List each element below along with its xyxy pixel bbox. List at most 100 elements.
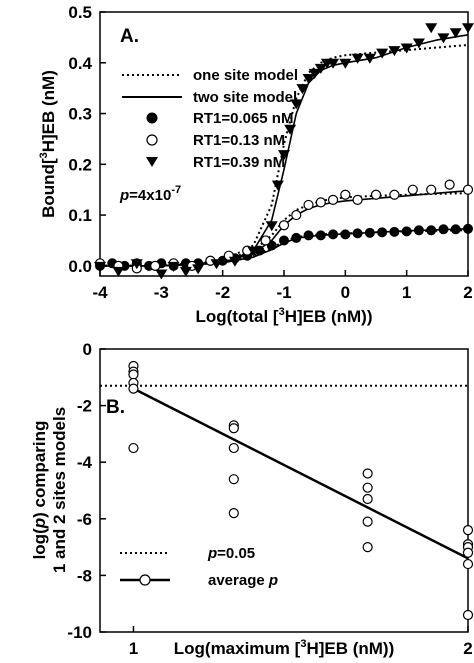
annotation-p-value: =4x10 <box>129 187 171 204</box>
b-point-log-p <box>128 442 139 454</box>
legend-rt1-039-marker <box>146 157 158 167</box>
legend-rt1-013-label: RT1=0.13 nM <box>193 132 285 149</box>
a-point-rt1-0-39-nm <box>449 28 462 39</box>
b-y-tick-label: -10 <box>67 623 92 642</box>
a-point-rt1-0-065-nm <box>426 225 437 236</box>
legend-avg-p: p <box>268 572 278 589</box>
a-point-rt1-0-13-nm <box>426 184 437 195</box>
panel-b-x-axis-label: Log(maximum [3H]EB (nM)) <box>174 638 395 658</box>
a-point-rt1-0-39-nm <box>308 68 321 79</box>
a-point-rt1-0-13-nm <box>340 189 351 200</box>
a-point-rt1-0-39-nm <box>351 53 364 64</box>
a-point-rt1-0-065-nm <box>315 230 326 241</box>
panel-a-ticks: -4 -3 -2 -1 0 1 2 0.0 0.1 0.2 0.3 0.4 0.5 <box>68 3 472 302</box>
b-y-tick-label: -6 <box>77 510 92 529</box>
a-point-rt1-0-39-nm <box>112 266 125 277</box>
a-point-rt1-0-065-nm <box>401 226 412 237</box>
a-point-rt1-0-13-nm <box>407 184 418 195</box>
a-point-rt1-0-39-nm <box>247 246 260 257</box>
panel-a-p-annotation: p=4x10-7 <box>119 184 181 204</box>
a-point-rt1-0-39-nm <box>167 261 180 272</box>
b-y-tick-label: 0 <box>83 340 92 359</box>
a-ylabel-part1: Bound[ <box>39 158 58 218</box>
a-point-rt1-0-39-nm <box>228 256 241 267</box>
b-point-log-p <box>228 423 239 434</box>
a-point-rt1-0-065-nm <box>279 235 289 246</box>
legend-avg-marker <box>139 574 151 586</box>
panel-a-y-axis-label: Bound[3H]EB (nM) <box>38 70 58 218</box>
panel-b-y-axis-label: log(p) comparing1 and 2 sites models <box>30 407 69 573</box>
a-point-rt1-0-39-nm <box>271 180 284 191</box>
a-x-tick-label: 0 <box>341 283 350 302</box>
a-point-rt1-0-065-nm <box>291 232 302 243</box>
a-x-tick-label: -3 <box>154 283 169 302</box>
a-y-tick-label: 0.2 <box>68 155 92 174</box>
a-point-rt1-0-13-nm <box>389 189 400 200</box>
a-point-rt1-0-065-nm <box>352 228 363 239</box>
b-point-log-p <box>362 468 373 479</box>
legend-p05-label: p=0.05 <box>207 545 255 562</box>
a-point-rt1-0-39-nm <box>339 58 352 69</box>
a-point-rt1-0-065-nm <box>303 230 314 241</box>
legend-rt1-039-label: RT1=0.39 nM <box>193 154 285 171</box>
panel-a-marks <box>94 23 474 280</box>
a-point-rt1-0-13-nm <box>291 209 302 221</box>
a-xlabel-sup: 3 <box>279 306 285 318</box>
a-point-rt1-0-065-nm <box>377 227 388 238</box>
a-point-rt1-0-39-nm <box>314 63 327 74</box>
a-point-rt1-0-39-nm <box>192 264 205 275</box>
a-point-rt1-0-39-nm <box>302 74 315 84</box>
a-point-rt1-0-065-nm <box>463 223 473 234</box>
panel-a-chart: -4 -3 -2 -1 0 1 2 0.0 0.1 0.2 0.3 0.4 0.5 A. one sit… <box>38 3 474 326</box>
a-point-rt1-0-39-nm <box>290 99 303 110</box>
a-point-rt1-0-13-nm <box>315 197 326 208</box>
panel-a-legend: one site model two site model RT1=0.065 … <box>122 67 298 171</box>
a-point-rt1-0-13-nm <box>260 235 271 246</box>
a-point-rt1-0-39-nm <box>210 259 223 270</box>
a-y-tick-label: 0.5 <box>68 3 92 22</box>
a-point-rt1-0-39-nm <box>462 23 474 34</box>
b-point-log-p <box>228 474 239 485</box>
panel-b-marks <box>100 360 474 621</box>
b-y-tick-label: -4 <box>77 453 93 472</box>
a-point-rt1-0-13-nm <box>150 260 161 271</box>
panel-b-ticks: 1 2 0 -2 -4 -6 -8 -10 <box>67 340 472 658</box>
legend-avg-pre: average <box>208 572 269 589</box>
a-point-rt1-0-13-nm <box>303 199 314 211</box>
a-point-rt1-0-13-nm <box>352 194 363 205</box>
b-point-log-p <box>228 442 239 454</box>
a-point-rt1-0-065-nm <box>438 224 449 235</box>
a-x-tick-label: 1 <box>402 283 411 302</box>
a-x-tick-label: 2 <box>463 283 472 302</box>
a-point-rt1-0-39-nm <box>388 46 401 57</box>
b-ylabel-line2: 1 and 2 sites models <box>50 407 69 573</box>
a-point-rt1-0-39-nm <box>327 58 340 69</box>
legend-rt1-013-marker <box>146 134 158 146</box>
b-line-average-p <box>132 387 469 560</box>
b-xlabel-sup: 3 <box>300 638 306 650</box>
annotation-p-exponent: -7 <box>171 184 181 196</box>
legend-rt1-0065-marker <box>146 112 158 124</box>
a-xlabel-part1: Log(total [ <box>195 307 278 326</box>
legend-p05-p: p <box>207 545 217 562</box>
a-point-rt1-0-13-nm <box>370 189 382 200</box>
a-y-tick-label: 0.0 <box>68 257 92 276</box>
legend-avg-label: average p <box>208 572 278 589</box>
b-point-log-p <box>362 516 373 527</box>
a-y-tick-label: 0.3 <box>68 105 92 124</box>
b-point-log-p <box>362 541 373 553</box>
b-ylabel-l1b: ) comparing <box>30 421 49 518</box>
a-point-rt1-0-39-nm <box>94 261 106 272</box>
a-point-rt1-0-39-nm <box>363 53 376 64</box>
a-point-rt1-0-13-nm <box>278 220 290 231</box>
b-point-log-p <box>362 493 373 505</box>
a-point-rt1-0-39-nm <box>284 124 297 135</box>
panel-b-frame <box>99 348 469 633</box>
a-point-rt1-0-39-nm <box>179 266 192 277</box>
a-point-rt1-0-39-nm <box>296 84 309 95</box>
a-y-tick-label: 0.1 <box>68 206 92 225</box>
b-point-log-p <box>462 525 474 536</box>
b-y-tick-label: -8 <box>77 566 92 585</box>
a-point-rt1-0-39-nm <box>437 33 450 44</box>
